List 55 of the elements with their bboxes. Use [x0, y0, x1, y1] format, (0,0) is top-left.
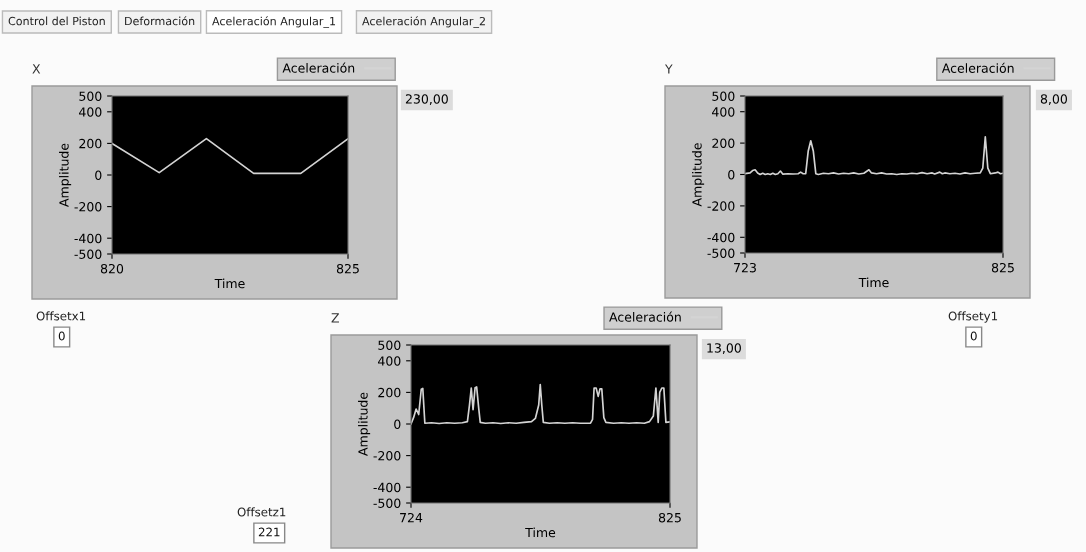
text: Aceleración — [941, 62, 1014, 73]
y-tick-label: 200 — [79, 138, 102, 149]
y-tick-label: 0 — [728, 169, 735, 180]
x-axis-title: Time — [214, 278, 245, 289]
x-tick-label: 723 — [734, 262, 756, 273]
y-tick-label: -400 — [74, 233, 102, 244]
text: Aceleración Angular_1 — [212, 16, 336, 28]
x-axis-title: Time — [525, 527, 556, 538]
x-tick-label: 825 — [991, 262, 1014, 273]
chart-title: X — [32, 64, 41, 74]
y-tick-label: 500 — [712, 91, 735, 101]
y-tick-label: 0 — [394, 419, 401, 429]
chart-title: Y — [664, 64, 673, 74]
y-tick-label: 500 — [378, 340, 401, 350]
x-tick-label: 820 — [100, 263, 124, 274]
y-tick-label: -400 — [373, 482, 401, 493]
text: Offsety1 — [948, 311, 998, 323]
y-tick-label: 400 — [378, 356, 401, 366]
y-tick-label: 400 — [79, 107, 102, 117]
text: Aceleración — [609, 311, 681, 322]
line-series — [745, 135, 1003, 176]
text: Offsetx1 — [36, 311, 86, 321]
y-tick-label: -500 — [707, 248, 735, 258]
y-tick-label: -200 — [373, 451, 401, 461]
text: 0 — [58, 331, 65, 341]
y-axis-title: Amplitude — [692, 143, 705, 207]
x-tick-label: 724 — [400, 512, 423, 523]
y-tick-label: 200 — [378, 387, 401, 398]
text: 230,00 — [405, 94, 448, 105]
line-series — [411, 383, 670, 425]
y-tick-label: -200 — [74, 202, 102, 212]
y-tick-label: -400 — [707, 232, 735, 243]
y-tick-label: -500 — [373, 498, 401, 508]
y-tick-label: 0 — [95, 170, 102, 180]
x-tick-label: 825 — [336, 263, 359, 274]
chart-title: Z — [331, 313, 339, 323]
y-tick-label: 400 — [712, 107, 735, 117]
text: Offsetz1 — [237, 507, 286, 517]
line-series — [112, 137, 348, 175]
y-tick-label: 500 — [79, 91, 102, 101]
y-axis-title: Amplitude — [59, 143, 72, 207]
x-tick-label: 825 — [658, 512, 681, 523]
y-tick-label: 200 — [712, 138, 735, 149]
x-axis-title: Time — [858, 277, 889, 288]
text: 0 — [970, 331, 977, 341]
y-tick-label: -200 — [707, 201, 735, 211]
y-tick-label: -500 — [74, 249, 102, 259]
text: Aceleración Angular_2 — [362, 16, 485, 28]
text: 13,00 — [707, 343, 741, 354]
text: 221 — [258, 527, 280, 537]
text: Aceleración — [282, 62, 355, 73]
text: 8,00 — [1040, 94, 1067, 105]
text: Deformación — [125, 16, 195, 26]
y-axis-title: Amplitude — [358, 392, 371, 456]
text: Control del Piston — [8, 16, 105, 26]
